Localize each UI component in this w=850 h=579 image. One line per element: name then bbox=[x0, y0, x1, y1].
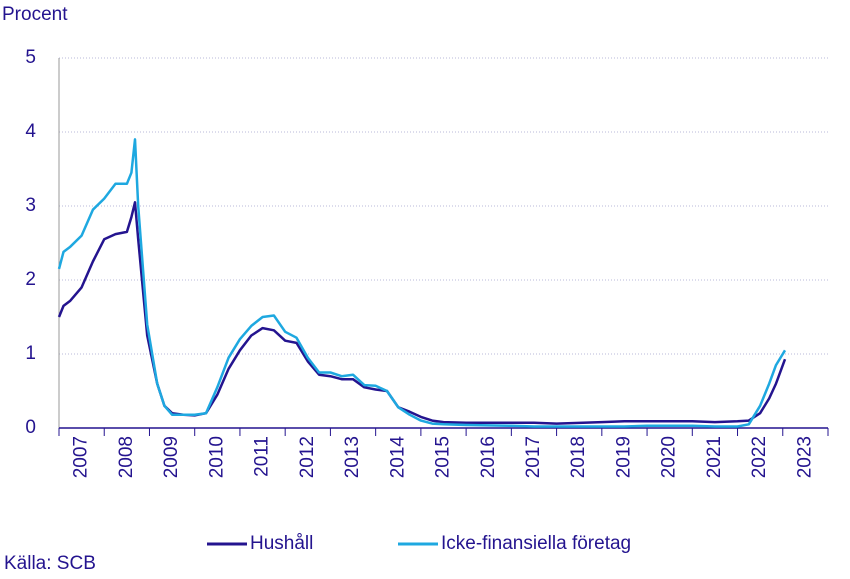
x-tick-label: 2014 bbox=[387, 436, 408, 479]
x-tick-label: 2023 bbox=[794, 436, 815, 478]
x-tick-label: 2019 bbox=[613, 436, 634, 478]
x-tick-label: 2020 bbox=[659, 436, 680, 478]
y-tick-label: 4 bbox=[25, 121, 36, 142]
y-tick-label: 2 bbox=[25, 269, 36, 290]
series-line bbox=[57, 201, 787, 425]
x-tick-label: 2009 bbox=[161, 436, 182, 478]
x-tick-label: 2022 bbox=[749, 436, 770, 478]
x-tick-label: 2010 bbox=[206, 436, 227, 478]
x-tick-label: 2015 bbox=[433, 436, 454, 478]
y-tick-label: 5 bbox=[25, 47, 36, 68]
x-tick-label: 2016 bbox=[478, 436, 499, 478]
x-tick-label: 2011 bbox=[252, 436, 273, 477]
x-tick-label: 2018 bbox=[568, 436, 589, 478]
x-tick-label: 2007 bbox=[71, 436, 92, 478]
legend-label: Hushåll bbox=[250, 533, 313, 554]
y-tick-label: 1 bbox=[25, 343, 36, 364]
y-tick-label: 3 bbox=[25, 195, 36, 216]
y-tick-label: 0 bbox=[25, 417, 36, 438]
series-line bbox=[57, 138, 787, 428]
x-tick-label: 2017 bbox=[523, 436, 544, 478]
x-tick-label: 2008 bbox=[116, 436, 137, 478]
x-tick-label: 2021 bbox=[704, 436, 725, 478]
legend-label: Icke-finansiella företag bbox=[441, 533, 631, 554]
source: Källa: SCB bbox=[4, 553, 96, 574]
y-axis-label: Procent bbox=[2, 4, 68, 25]
x-tick-label: 2013 bbox=[342, 436, 363, 478]
x-tick-label: 2012 bbox=[297, 436, 318, 478]
